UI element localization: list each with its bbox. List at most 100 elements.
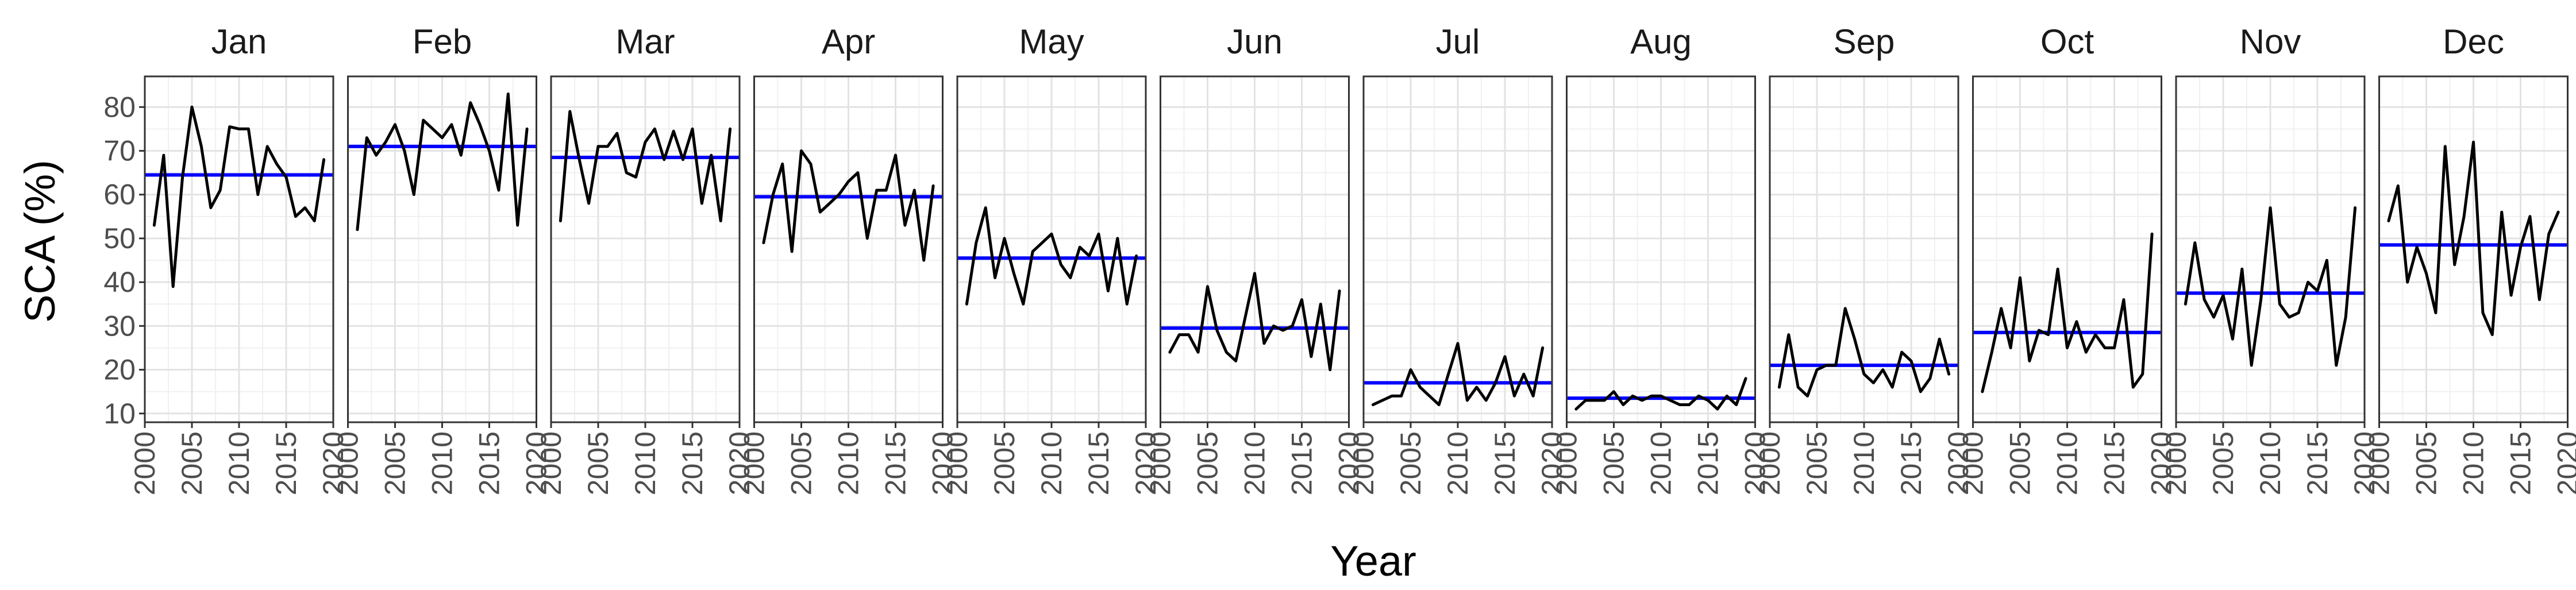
facet-panel-oct: Oct 2000 2005 2010 2015 2020 — [1957, 11, 2178, 495]
x-tick-label: 2005 — [1598, 431, 1630, 495]
facet-strip-label: Mar — [615, 22, 675, 61]
x-tick-label: 2015 — [676, 431, 709, 495]
y-tick-label: 50 — [103, 222, 136, 254]
facet-strip-label: Oct — [2040, 22, 2094, 61]
facet-strip-label: Jun — [1227, 22, 1283, 61]
y-axis-title: SCA (%) — [16, 160, 64, 323]
facet-strip-label: Sep — [1834, 22, 1895, 61]
x-tick-label: 2000 — [1145, 431, 1177, 495]
facet-panel-jul: Jul 2000 2005 2010 2015 2020 — [1347, 11, 1568, 495]
x-tick-label: 2000 — [2160, 431, 2192, 495]
facet-strip — [1160, 11, 1349, 69]
facet-panel-apr: Apr 2000 2005 2010 2015 2020 — [738, 11, 959, 495]
x-tick-label: 2000 — [738, 431, 771, 495]
x-tick-label: 2015 — [2505, 431, 2537, 495]
x-tick-label: 2015 — [1489, 431, 1521, 495]
x-tick-label: 2005 — [2207, 431, 2239, 495]
facet-strip — [551, 11, 740, 69]
facet-strip — [1770, 11, 1958, 69]
y-tick-label: 20 — [103, 354, 136, 386]
series-line — [1777, 307, 1951, 398]
x-tick-label: 2000 — [1754, 431, 1786, 495]
x-tick-label: 2000 — [1957, 431, 1989, 495]
x-tick-label: 2010 — [426, 431, 459, 495]
facet-strip-label: Apr — [822, 22, 875, 61]
x-tick-label: 2010 — [1645, 431, 1677, 495]
x-tick-label: 2015 — [1692, 431, 1724, 495]
x-tick-label: 2015 — [880, 431, 912, 495]
facet-strip — [754, 11, 943, 69]
x-tick-label: 2010 — [2051, 431, 2084, 495]
x-tick-label: 2005 — [2411, 431, 2443, 495]
x-tick-label: 2020 — [1739, 431, 1772, 495]
series-line — [1371, 342, 1545, 406]
facet-panel-dec: Dec 2000 2005 2010 2015 2020 — [2363, 11, 2576, 495]
facet-panel-aug: Aug 2000 2005 2010 2015 2020 — [1551, 11, 1772, 495]
y-tick-label: 80 — [103, 91, 136, 123]
facet-panel-jun: Jun 2000 2005 2010 2015 2020 — [1145, 11, 1365, 495]
facet-panel-mar: Mar 2000 2005 2010 2015 2020 — [535, 11, 756, 495]
x-tick-label: 2005 — [785, 431, 818, 495]
x-tick-label: 2020 — [2348, 431, 2381, 495]
facet-strip — [1973, 11, 2162, 69]
x-tick-label: 2020 — [1130, 431, 1162, 495]
series-line — [152, 105, 326, 288]
x-tick-label: 2005 — [2004, 431, 2036, 495]
x-tick-label: 2020 — [317, 431, 349, 495]
x-tick-label: 2010 — [629, 431, 661, 495]
x-tick-label: 2000 — [332, 431, 364, 495]
facet-strip — [145, 11, 333, 69]
facet-strip-label: Jan — [211, 22, 267, 61]
facet-panel-may: May 2000 2005 2010 2015 2020 — [941, 11, 1162, 495]
x-tick-label: 2015 — [1286, 431, 1318, 495]
x-tick-label: 2005 — [379, 431, 411, 495]
x-tick-label: 2005 — [988, 431, 1021, 495]
x-tick-label: 2000 — [941, 431, 973, 495]
x-tick-label: 2015 — [2098, 431, 2131, 495]
x-tick-label: 2010 — [2254, 431, 2286, 495]
x-tick-label: 2020 — [723, 431, 756, 495]
facet-strip — [348, 11, 537, 69]
x-tick-label: 2005 — [582, 431, 614, 495]
series-line — [2387, 140, 2560, 337]
facet-panel-jan: Jan 2000 2005 2010 2015 2020 — [129, 11, 349, 495]
facet-strip-label: Aug — [1630, 22, 1692, 61]
y-axis: 10 20 30 40 50 60 70 80 — [103, 91, 145, 430]
x-tick-label: 2020 — [521, 431, 553, 495]
facet-panel-feb: Feb 2000 2005 2010 2015 2020 — [332, 11, 553, 495]
x-tick-label: 2005 — [1801, 431, 1833, 495]
facet-strip — [2176, 11, 2365, 69]
facet-panels: Jan 2000 2005 2010 2015 2020 Feb 2000 2005 2010 20… — [129, 11, 2576, 495]
x-tick-label: 2020 — [2146, 431, 2178, 495]
facet-panel-sep: Sep 2000 2005 2010 2015 2020 — [1754, 11, 1974, 495]
y-tick-label: 60 — [103, 179, 136, 211]
facet-strip-label: Dec — [2443, 22, 2504, 61]
facet-strip-label: Nov — [2240, 22, 2301, 61]
x-tick-label: 2010 — [2458, 431, 2490, 495]
y-tick-label: 30 — [103, 310, 136, 342]
x-tick-label: 2010 — [1442, 431, 1474, 495]
x-tick-label: 2000 — [1551, 431, 1583, 495]
y-tick-label: 40 — [103, 266, 136, 298]
x-tick-label: 2005 — [176, 431, 208, 495]
facet-strip — [957, 11, 1146, 69]
series-line — [965, 206, 1138, 306]
facet-strip-label: May — [1019, 22, 1084, 61]
x-tick-label: 2010 — [833, 431, 865, 495]
x-tick-label: 2000 — [2363, 431, 2396, 495]
series-line — [762, 149, 935, 262]
facet-strip-label: Jul — [1436, 22, 1480, 61]
x-tick-label: 2015 — [270, 431, 302, 495]
y-tick-label: 10 — [103, 398, 136, 430]
series-line — [2184, 206, 2357, 367]
x-tick-label: 2015 — [473, 431, 506, 495]
series-line — [1168, 272, 1341, 372]
x-tick-label: 2015 — [1083, 431, 1115, 495]
x-tick-label: 2000 — [1347, 431, 1380, 495]
x-tick-label: 2000 — [535, 431, 567, 495]
facet-strip-label: Feb — [413, 22, 472, 61]
x-tick-label: 2020 — [927, 431, 959, 495]
x-tick-label: 2005 — [1395, 431, 1427, 495]
x-tick-label: 2010 — [1848, 431, 1880, 495]
